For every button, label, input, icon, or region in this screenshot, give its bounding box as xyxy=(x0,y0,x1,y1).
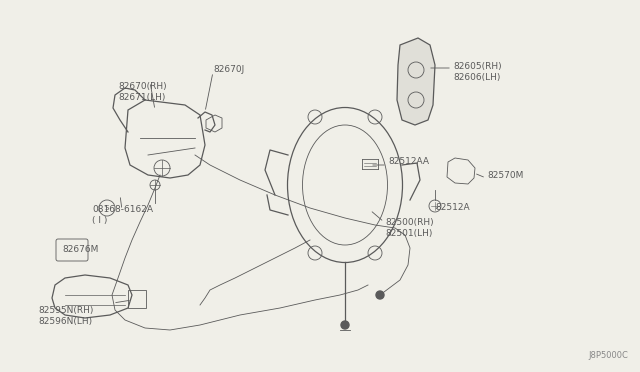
Text: 82512AA: 82512AA xyxy=(388,157,429,167)
Text: 82670J: 82670J xyxy=(213,64,244,74)
Circle shape xyxy=(376,291,384,299)
Text: S: S xyxy=(105,205,109,211)
Text: 82676M: 82676M xyxy=(62,244,99,253)
Text: 82670(RH)
82671(LH): 82670(RH) 82671(LH) xyxy=(118,82,166,102)
Text: J8P5000C: J8P5000C xyxy=(588,350,628,359)
Polygon shape xyxy=(397,38,435,125)
Circle shape xyxy=(341,321,349,329)
Text: 82570M: 82570M xyxy=(487,170,524,180)
Text: 82605(RH)
82606(LH): 82605(RH) 82606(LH) xyxy=(453,62,502,82)
Text: 82595N(RH)
82596N(LH): 82595N(RH) 82596N(LH) xyxy=(38,306,93,326)
Text: 82512A: 82512A xyxy=(435,202,470,212)
Text: 08168-6162A
( I ): 08168-6162A ( I ) xyxy=(92,205,153,225)
Text: 82500(RH)
82501(LH): 82500(RH) 82501(LH) xyxy=(385,218,434,238)
